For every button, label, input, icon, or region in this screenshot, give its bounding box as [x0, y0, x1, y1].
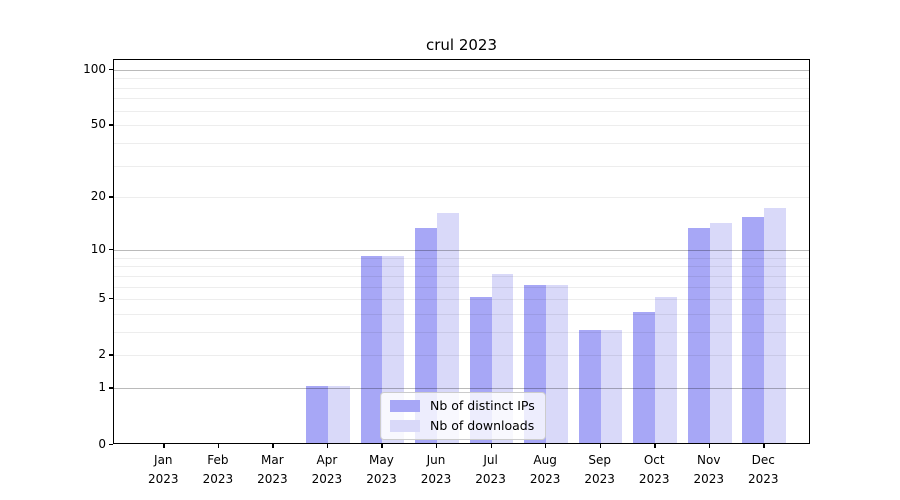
bar-oct-distinct-ips	[633, 311, 656, 443]
ytick-label-100: 100	[83, 61, 106, 76]
legend-label-downloads: Nb of downloads	[430, 418, 535, 433]
xtick-mark-aug	[545, 443, 547, 448]
xtick-mark-jan	[163, 443, 165, 448]
ytick-label-10: 10	[90, 241, 106, 256]
legend-swatch-downloads-icon	[390, 419, 420, 432]
bar-jun-distinct-ips	[415, 228, 438, 443]
bar-dec-downloads	[764, 207, 787, 443]
xtick-mark-mar	[272, 443, 274, 448]
ytick-mark-5	[109, 298, 113, 300]
xtick-label-jul: Jul 2023	[475, 453, 506, 486]
bar-sep-distinct-ips	[578, 329, 601, 443]
ytick-mark-0	[109, 443, 113, 445]
xtick-label-may: May 2023	[366, 453, 397, 486]
xtick-mark-sep	[599, 443, 601, 448]
xtick-mark-may	[381, 443, 383, 448]
bar-oct-downloads	[655, 297, 677, 443]
bar-aug-downloads	[546, 284, 568, 443]
ytick-mark-10	[109, 248, 113, 251]
bar-sep-downloads	[600, 329, 623, 443]
xtick-mark-nov	[708, 443, 711, 448]
ytick-mark-100	[109, 68, 113, 71]
xtick-mark-dec	[763, 443, 765, 448]
ytick-label-1: 1	[98, 380, 106, 395]
bar-jun-downloads	[437, 212, 459, 443]
chart-title: crul 2023	[425, 36, 498, 54]
bar-apr-downloads	[327, 386, 350, 443]
bar-dec-distinct-ips	[742, 217, 765, 443]
plot-area	[113, 59, 810, 444]
bars-layer	[114, 60, 809, 443]
ytick-mark-1	[109, 387, 113, 389]
bar-nov-distinct-ips	[687, 228, 710, 443]
xtick-label-jan: Jan 2023	[148, 453, 179, 486]
ytick-label-50: 50	[90, 117, 106, 132]
ytick-label-5: 5	[98, 291, 106, 306]
bar-may-distinct-ips	[360, 255, 383, 443]
xtick-label-aug: Aug 2023	[529, 453, 561, 486]
xtick-label-oct: Oct 2023	[638, 453, 670, 486]
xtick-label-mar: Mar 2023	[257, 453, 288, 486]
legend: Nb of distinct IPs Nb of downloads	[380, 392, 546, 440]
ytick-mark-50	[109, 124, 113, 126]
xtick-label-jun: Jun 2023	[420, 453, 452, 486]
xtick-mark-feb	[217, 443, 220, 448]
legend-label-distinct-ips: Nb of distinct IPs	[430, 398, 535, 413]
legend-entry-downloads: Nb of downloads	[390, 418, 535, 433]
xtick-mark-oct	[654, 443, 656, 448]
ytick-mark-20	[109, 196, 113, 198]
xtick-mark-jun	[436, 443, 438, 448]
ytick-label-0: 0	[98, 436, 106, 451]
legend-entry-distinct-ips: Nb of distinct IPs	[390, 398, 535, 413]
xtick-label-nov: Nov 2023	[693, 453, 725, 486]
bar-apr-distinct-ips	[306, 386, 328, 443]
xtick-mark-apr	[326, 443, 329, 448]
ytick-mark-2	[109, 354, 113, 356]
xtick-label-apr: Apr 2023	[311, 453, 343, 486]
legend-swatch-distinct-ips-icon	[390, 399, 420, 412]
ytick-label-2: 2	[98, 347, 106, 362]
xtick-label-dec: Dec 2023	[748, 453, 779, 486]
xtick-mark-jul	[490, 443, 492, 448]
ytick-label-20: 20	[90, 189, 106, 204]
xtick-label-feb: Feb 2023	[202, 453, 234, 486]
bar-nov-downloads	[709, 222, 732, 443]
xtick-label-sep: Sep 2023	[584, 453, 615, 486]
